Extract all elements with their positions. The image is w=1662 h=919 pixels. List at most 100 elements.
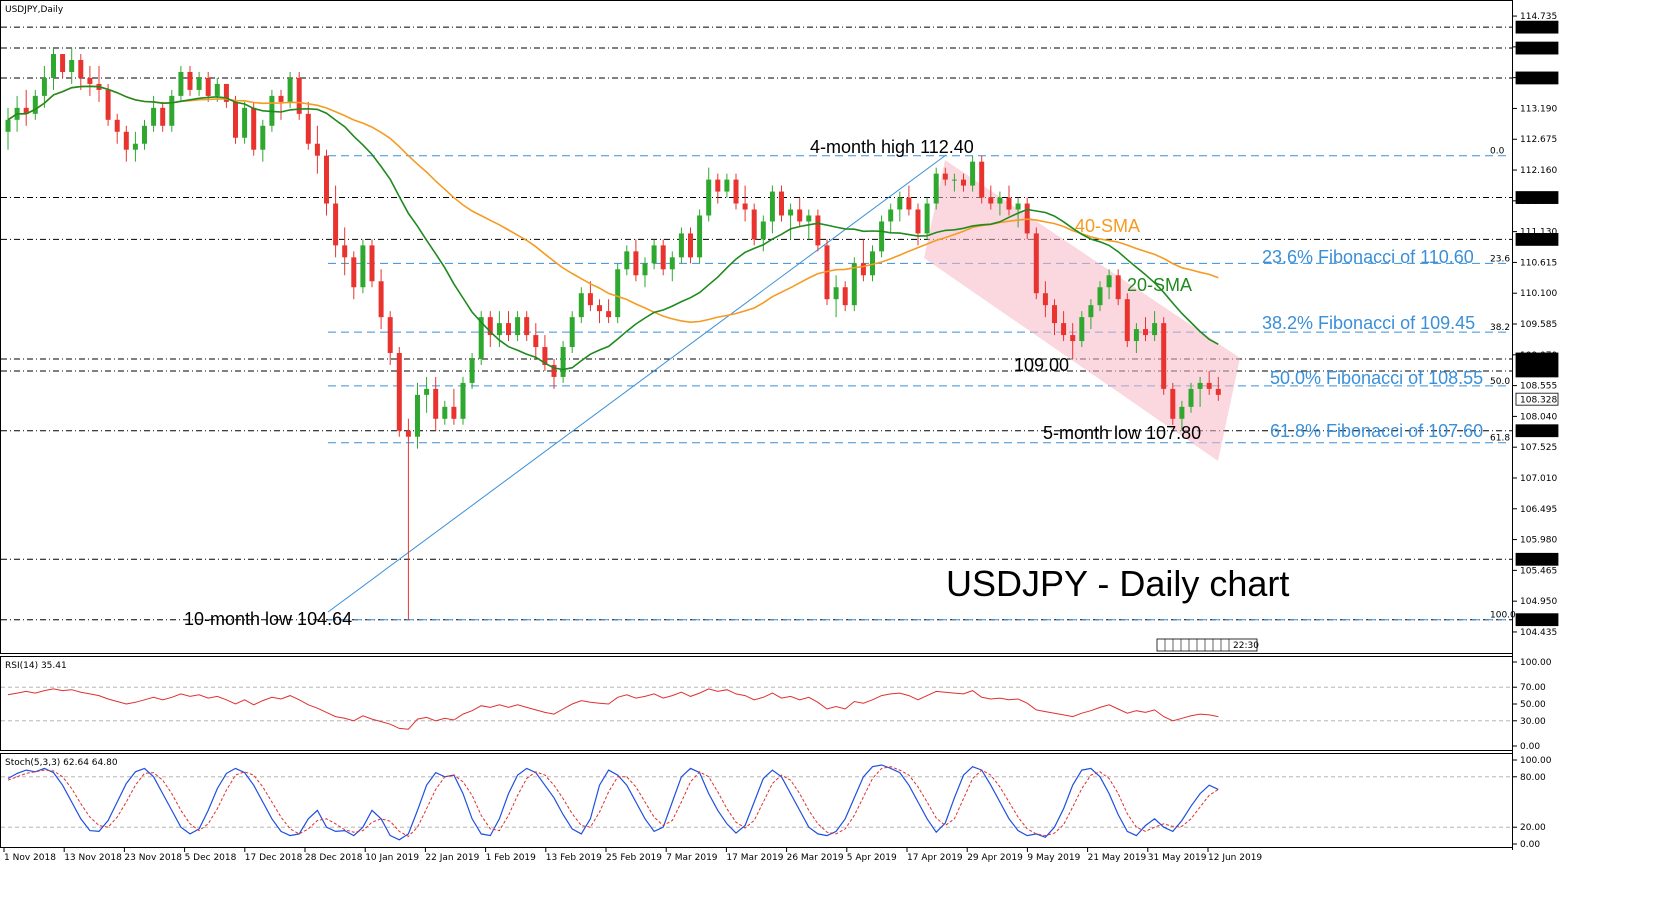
annotation-10-month-low: 10-month low 104.64 <box>184 609 352 629</box>
candle-body <box>223 83 229 102</box>
level-label-box <box>1515 424 1559 438</box>
level-label: 114.550 <box>1520 24 1557 34</box>
price-tick-label: 110.100 <box>1520 289 1557 299</box>
candle-body <box>41 77 47 96</box>
candle-body <box>797 209 803 222</box>
candle-body <box>1052 305 1057 324</box>
price-tick-label: 113.190 <box>1520 104 1557 114</box>
stoch-signal-line <box>7 766 1219 838</box>
level-label-box <box>1515 552 1559 566</box>
annotation-5-month-low: 5-month low 107.80 <box>1043 423 1201 443</box>
rsi-tick-label: 100.00 <box>1520 658 1552 668</box>
price-tick-label: 106.495 <box>1520 505 1557 515</box>
level-label: 104.640 <box>1520 616 1557 626</box>
rsi-title: RSI(14) 35.41 <box>5 661 67 671</box>
candle-body <box>251 107 257 150</box>
time-tick-label: 29 Apr 2019 <box>967 853 1023 863</box>
candlestick-series <box>5 48 1221 620</box>
candle-body <box>1079 317 1085 342</box>
annotation-109: 109.00 <box>1014 355 1069 375</box>
candle-body <box>260 125 266 150</box>
candle-body <box>160 107 166 126</box>
rsi-line <box>7 688 1219 730</box>
candle-body <box>378 281 384 318</box>
time-tick-label: 5 Dec 2018 <box>185 853 237 863</box>
candle-body <box>997 197 1003 204</box>
level-label: 114.200 <box>1520 45 1557 55</box>
candle-body <box>851 263 857 306</box>
fib-tag: 23.6 <box>1490 254 1510 264</box>
stoch-tick-label: 80.00 <box>1520 773 1546 783</box>
candle-body <box>496 323 502 336</box>
candle-body <box>515 317 521 336</box>
candle-body <box>342 245 348 258</box>
candle-body <box>369 245 375 282</box>
candle-body <box>324 155 329 204</box>
price-tick-label: 105.980 <box>1520 536 1557 546</box>
time-tick-label: 17 Dec 2018 <box>245 853 303 863</box>
time-tick-label: 5 Apr 2019 <box>847 853 897 863</box>
level-label-box <box>1515 191 1559 204</box>
candle-body <box>979 161 985 198</box>
candle-body <box>87 77 93 84</box>
price-tick-label: 104.435 <box>1520 628 1557 638</box>
level-label-box <box>1515 20 1559 34</box>
candle-body <box>242 107 248 138</box>
level-label-box <box>1515 233 1559 246</box>
price-tick-label: 112.675 <box>1520 135 1557 145</box>
time-tick-label: 7 Mar 2019 <box>666 853 718 863</box>
time-tick-label: 23 Nov 2018 <box>124 853 182 863</box>
candle-body <box>933 173 939 204</box>
candle-body <box>669 257 675 270</box>
rsi-levels: 100.00 70.00 50.00 30.00 0.00 <box>1 658 1552 752</box>
stoch-pane-border <box>0 753 1513 848</box>
fib-tag: 0.0 <box>1490 147 1505 157</box>
candle-body <box>1188 388 1194 407</box>
candle-body <box>1152 323 1158 336</box>
candle-body <box>460 382 466 419</box>
price-tick-label: 114.735 <box>1520 12 1557 22</box>
price-tick-label: 104.950 <box>1520 597 1557 607</box>
candle-body <box>1097 287 1103 306</box>
candle-body <box>815 215 821 246</box>
candle-body <box>524 317 530 336</box>
candle-body <box>578 293 584 318</box>
stoch-main-line <box>7 764 1219 841</box>
candle-body <box>433 388 439 419</box>
candle-body <box>351 257 357 288</box>
price-tick-label: 112.160 <box>1520 166 1557 176</box>
candle-body <box>678 233 684 258</box>
candle-body <box>1070 335 1076 342</box>
time-tick-label: 26 Mar 2019 <box>787 853 844 863</box>
candle-body <box>715 179 721 192</box>
time-tick-label: 31 May 2019 <box>1148 853 1207 863</box>
candle-body <box>169 95 175 126</box>
candle-body <box>451 406 457 419</box>
candle-body <box>1179 406 1185 419</box>
candle-body <box>897 197 903 210</box>
candle-body <box>1061 323 1067 336</box>
candle-body <box>287 77 293 102</box>
candle-body <box>1206 382 1212 389</box>
candle-body <box>487 317 493 336</box>
candle-body <box>415 394 420 437</box>
rsi-tick-label: 50.00 <box>1520 700 1546 710</box>
candle-body <box>5 119 11 132</box>
level-label-box <box>1515 71 1559 85</box>
candle-body <box>615 269 621 318</box>
candle-body <box>1015 203 1021 210</box>
candle-body <box>442 406 448 419</box>
candle-body <box>779 191 784 216</box>
candle-body <box>51 54 56 78</box>
level-label-box <box>1515 364 1559 378</box>
price-axis: 114.735114.220113.705113.190112.675112.1… <box>1512 12 1559 638</box>
level-label: 108.328 <box>1520 396 1557 406</box>
stoch-tick-label: 0.00 <box>1520 840 1540 850</box>
fib-tag: 100.0 <box>1490 611 1516 621</box>
candle-body <box>333 203 339 246</box>
candle-body <box>642 263 648 276</box>
candle-body <box>314 143 320 156</box>
candle-body <box>587 293 593 306</box>
time-box: 22:30 <box>1156 638 1259 652</box>
candle-body <box>1106 275 1112 288</box>
